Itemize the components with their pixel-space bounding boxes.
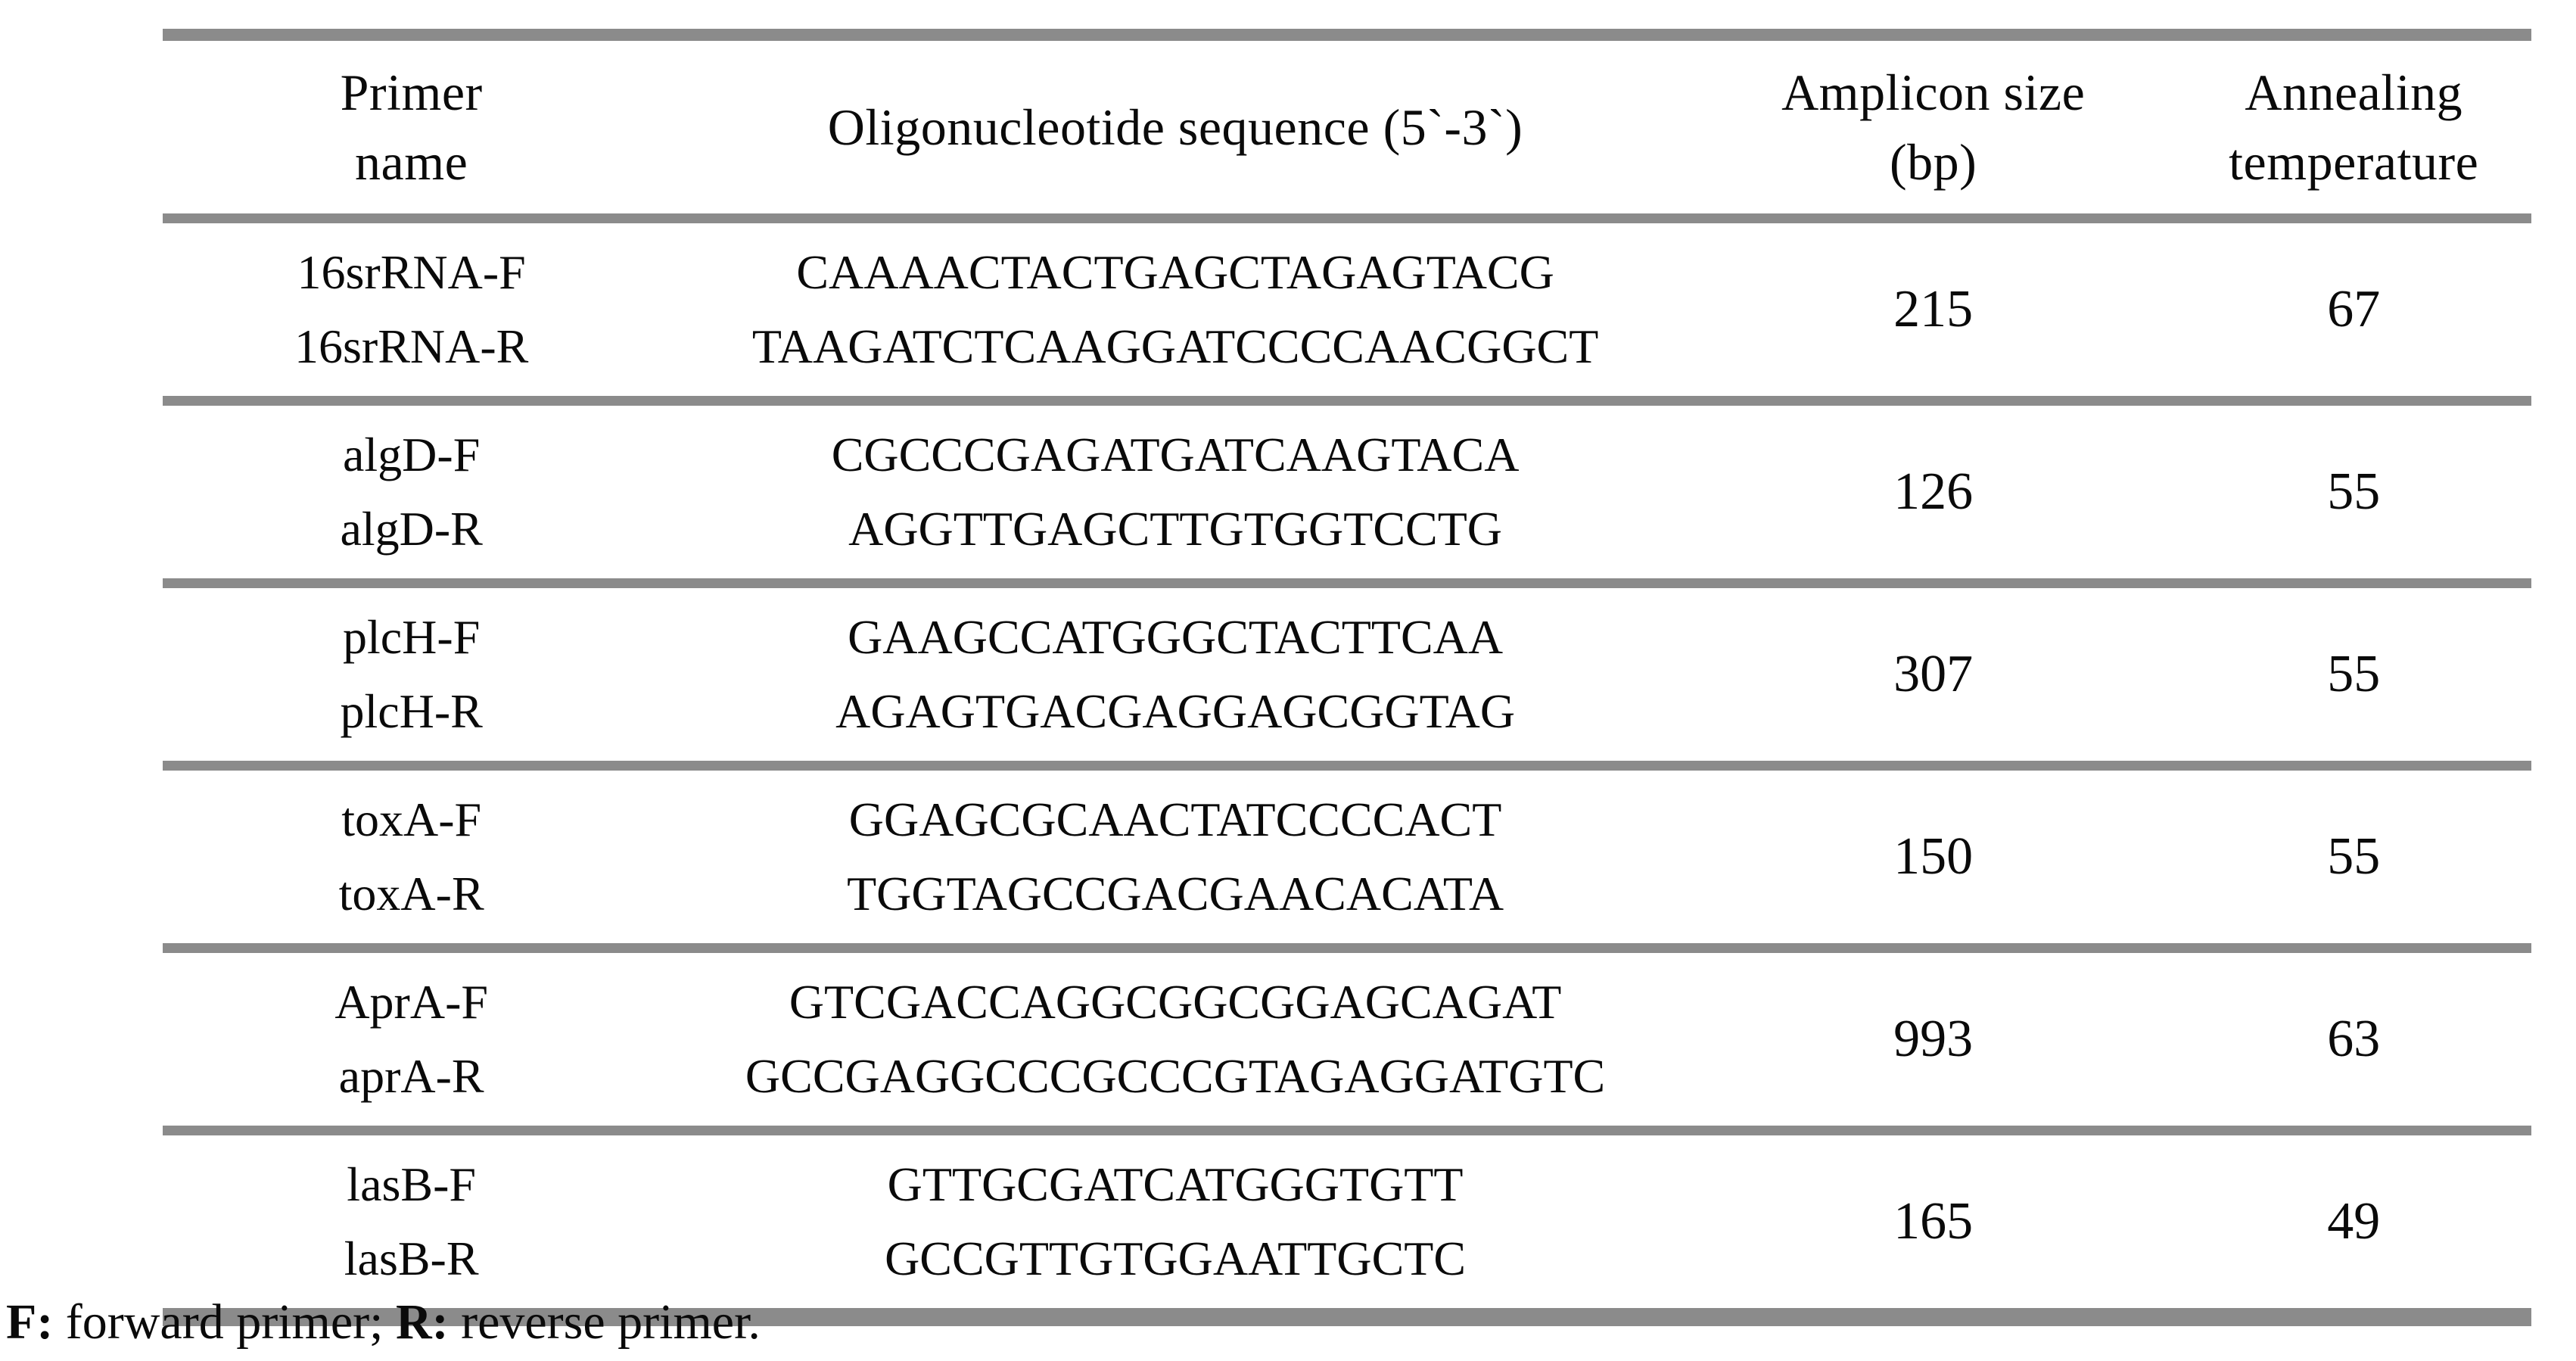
- sequence-reverse: AGAGTGACGAGGAGCGGTAG: [835, 684, 1516, 738]
- annealing-temperature-cell: 55: [2327, 462, 2381, 521]
- table-header-row: Primer name Oligonucleotide sequence (5`…: [163, 41, 2531, 223]
- header-amplicon-size-line1: Amplicon size: [1781, 64, 2086, 121]
- primer-reverse-name: aprA-R: [338, 1049, 484, 1103]
- table-row-16srRNA: 16srRNA-F 16srRNA-R CAAAACTACTGAGCTAGAGT…: [163, 223, 2531, 406]
- sequence-reverse: GCCGTTGTGGAATTGCTC: [885, 1232, 1467, 1285]
- primer-name-cell: 16srRNA-F 16srRNA-R: [163, 223, 660, 396]
- table-row-aprA: AprA-F aprA-R GTCGACCAGGCGGCGGAGCAGAT GC…: [163, 953, 2531, 1135]
- primer-forward-name: lasB-F: [347, 1157, 476, 1211]
- primer-forward-name: algD-F: [342, 428, 481, 481]
- table-row-plcH: plcH-F plcH-R GAAGCCATGGGCTACTTCAA AGAGT…: [163, 588, 2531, 771]
- footnote-f-label: F:: [6, 1294, 54, 1350]
- table-row-toxA: toxA-F toxA-R GGAGCGCAACTATCCCCACT TGGTA…: [163, 771, 2531, 953]
- sequence-reverse: TGGTAGCCGACGAACACATA: [847, 867, 1504, 920]
- header-annealing-temperature-line2: temperature: [2229, 133, 2479, 191]
- footnote-f-text: forward primer;: [65, 1294, 384, 1350]
- sequence-forward: GTTGCGATCATGGGTGTT: [887, 1157, 1464, 1211]
- annealing-temperature-cell: 55: [2327, 645, 2381, 703]
- header-amplicon-size-line2: (bp): [1890, 133, 1977, 191]
- primer-forward-name: 16srRNA-F: [297, 245, 526, 299]
- primer-reverse-name: 16srRNA-R: [294, 319, 529, 373]
- sequence-forward: CAAAACTACTGAGCTAGAGTACG: [796, 245, 1554, 299]
- amplicon-size-cell: 215: [1893, 280, 1974, 338]
- footnote-r-label: R:: [395, 1294, 449, 1350]
- sequence-cell: GGAGCGCAACTATCCCCACT TGGTAGCCGACGAACACAT…: [660, 771, 1691, 943]
- sequence-cell: GTCGACCAGGCGGCGGAGCAGAT GCCGAGGCCCGCCCGT…: [660, 953, 1691, 1126]
- header-oligo-sequence-line1: Oligonucleotide sequence (5`-3`): [827, 98, 1523, 156]
- primer-forward-name: AprA-F: [334, 975, 488, 1029]
- amplicon-size-cell: 165: [1893, 1192, 1974, 1250]
- primer-name-cell: AprA-F aprA-R: [163, 953, 660, 1126]
- primers-table: Primer name Oligonucleotide sequence (5`…: [163, 29, 2531, 1326]
- header-amplicon-size: Amplicon size (bp): [1691, 41, 2176, 213]
- sequence-reverse: GCCGAGGCCCGCCCGTAGAGGATGTC: [745, 1049, 1606, 1103]
- table-row-lasB: lasB-F lasB-R GTTGCGATCATGGGTGTT GCCGTTG…: [163, 1135, 2531, 1308]
- primer-reverse-name: plcH-R: [340, 684, 483, 738]
- amplicon-size-cell: 126: [1893, 462, 1974, 521]
- sequence-cell: GAAGCCATGGGCTACTTCAA AGAGTGACGAGGAGCGGTA…: [660, 588, 1691, 761]
- header-annealing-temperature: Annealing temperature: [2176, 41, 2531, 213]
- header-oligo-sequence: Oligonucleotide sequence (5`-3`): [660, 76, 1691, 179]
- sequence-reverse: AGGTTGAGCTTGTGGTCCTG: [848, 502, 1503, 556]
- annealing-temperature-cell: 63: [2327, 1010, 2381, 1068]
- annealing-temperature-cell: 49: [2327, 1192, 2381, 1250]
- sequence-reverse: TAAGATCTCAAGGATCCCCAACGGCT: [751, 319, 1599, 373]
- table-footnote: F: forward primer; R: reverse primer.: [6, 1288, 761, 1356]
- primer-reverse-name: lasB-R: [344, 1232, 479, 1285]
- primer-name-cell: toxA-F toxA-R: [163, 771, 660, 943]
- amplicon-size-cell: 150: [1893, 827, 1974, 886]
- sequence-cell: CGCCCGAGATGATCAAGTACA AGGTTGAGCTTGTGGTCC…: [660, 406, 1691, 578]
- header-primer-name-line1: Primer: [340, 64, 483, 121]
- sequence-forward: CGCCCGAGATGATCAAGTACA: [831, 428, 1520, 481]
- amplicon-size-cell: 307: [1893, 645, 1974, 703]
- amplicon-size-cell: 993: [1893, 1010, 1974, 1068]
- primer-name-cell: algD-F algD-R: [163, 406, 660, 578]
- sequence-forward: GTCGACCAGGCGGCGGAGCAGAT: [789, 975, 1562, 1029]
- primer-reverse-name: toxA-R: [338, 867, 484, 920]
- primer-reverse-name: algD-R: [340, 502, 483, 556]
- primer-forward-name: toxA-F: [341, 793, 482, 846]
- primer-name-cell: lasB-F lasB-R: [163, 1135, 660, 1308]
- footnote-r-text: reverse primer.: [461, 1294, 761, 1350]
- header-annealing-temperature-line1: Annealing: [2245, 64, 2463, 121]
- primer-forward-name: plcH-F: [342, 610, 481, 664]
- header-primer-name: Primer name: [163, 41, 660, 213]
- annealing-temperature-cell: 67: [2327, 280, 2381, 338]
- annealing-temperature-cell: 55: [2327, 827, 2381, 886]
- header-primer-name-line2: name: [355, 133, 468, 191]
- sequence-forward: GGAGCGCAACTATCCCCACT: [848, 793, 1502, 846]
- sequence-cell: CAAAACTACTGAGCTAGAGTACG TAAGATCTCAAGGATC…: [660, 223, 1691, 396]
- sequence-forward: GAAGCCATGGGCTACTTCAA: [848, 610, 1504, 664]
- primer-name-cell: plcH-F plcH-R: [163, 588, 660, 761]
- sequence-cell: GTTGCGATCATGGGTGTT GCCGTTGTGGAATTGCTC: [660, 1135, 1691, 1308]
- table-row-algD: algD-F algD-R CGCCCGAGATGATCAAGTACA AGGT…: [163, 406, 2531, 588]
